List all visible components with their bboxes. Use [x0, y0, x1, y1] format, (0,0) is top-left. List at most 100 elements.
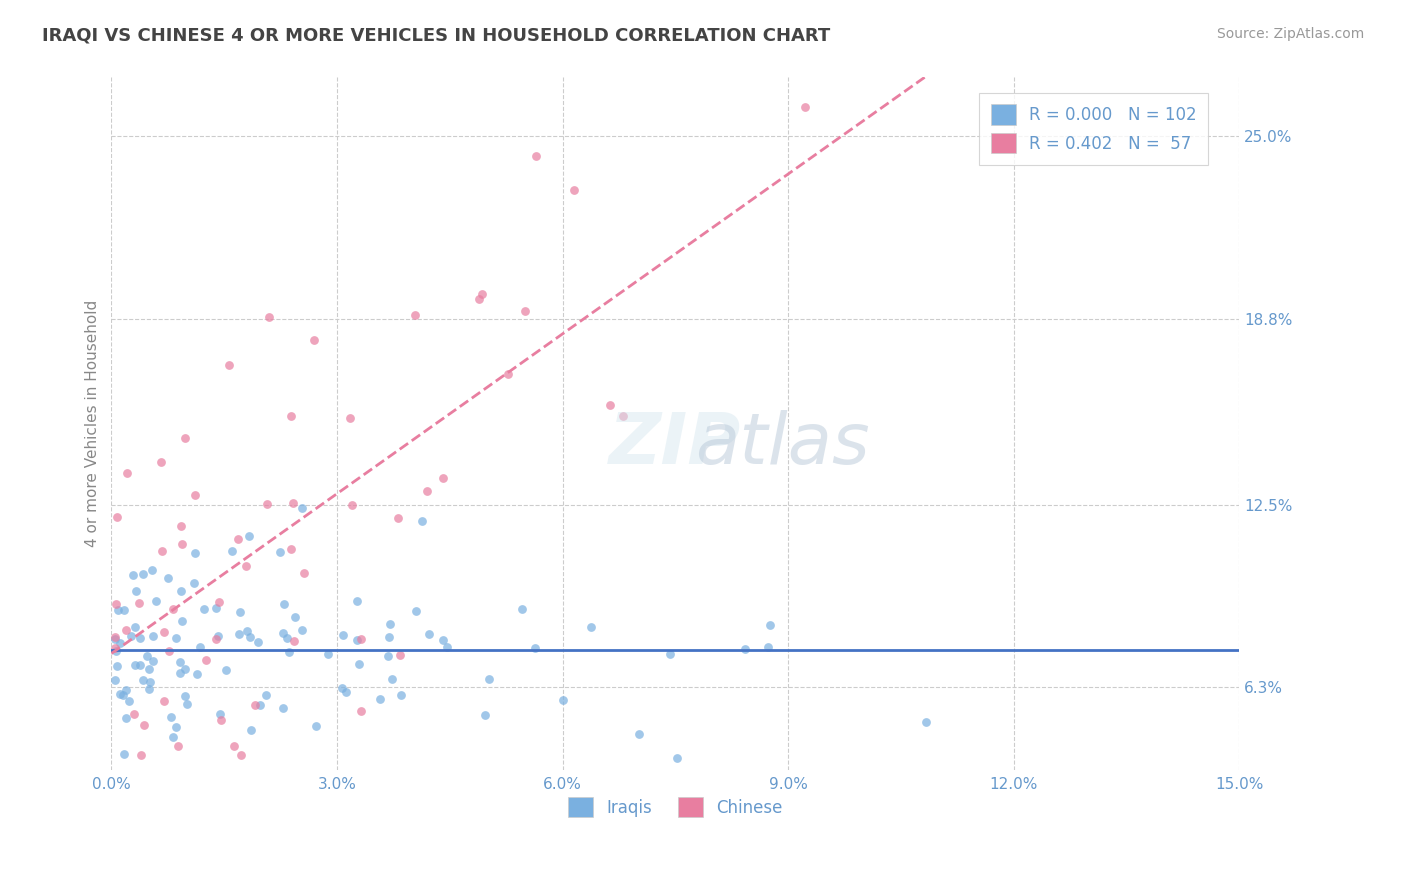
Point — [122, 707, 145, 722]
Y-axis label: 4 or more Vehicles in Household: 4 or more Vehicles in Household — [86, 300, 100, 548]
Point — [160, 710, 183, 724]
Point — [170, 614, 193, 628]
Point — [174, 689, 197, 703]
Text: ZIP: ZIP — [609, 410, 741, 479]
Point — [132, 718, 155, 732]
Point — [666, 750, 689, 764]
Point — [734, 641, 756, 656]
Point — [107, 603, 129, 617]
Point — [228, 532, 250, 546]
Point — [153, 694, 176, 708]
Point — [104, 673, 127, 688]
Point — [162, 731, 184, 745]
Point — [418, 626, 440, 640]
Point — [405, 604, 427, 618]
Point — [165, 720, 187, 734]
Point — [110, 636, 132, 650]
Point — [128, 657, 150, 672]
Point — [142, 654, 165, 668]
Point — [169, 656, 191, 670]
Point — [579, 620, 602, 634]
Point — [389, 688, 412, 702]
Point — [139, 675, 162, 690]
Point — [141, 563, 163, 577]
Point — [240, 723, 263, 737]
Point — [142, 629, 165, 643]
Point — [231, 748, 253, 763]
Point — [436, 640, 458, 654]
Point — [125, 584, 148, 599]
Point — [208, 595, 231, 609]
Point — [793, 100, 815, 114]
Point — [107, 659, 129, 673]
Point — [276, 632, 298, 646]
Point — [132, 566, 155, 581]
Point — [152, 625, 174, 640]
Point — [283, 496, 305, 510]
Point — [129, 632, 152, 646]
Point — [432, 633, 454, 648]
Point — [205, 632, 228, 646]
Point — [104, 641, 127, 656]
Point — [256, 497, 278, 511]
Point — [138, 663, 160, 677]
Point — [115, 466, 138, 480]
Point — [387, 511, 409, 525]
Point — [368, 692, 391, 706]
Point — [316, 647, 339, 661]
Point — [105, 509, 128, 524]
Point — [330, 681, 353, 696]
Point — [209, 707, 232, 722]
Point — [129, 748, 152, 763]
Point — [157, 644, 180, 658]
Point — [170, 518, 193, 533]
Point — [756, 640, 779, 654]
Point — [115, 711, 138, 725]
Point — [280, 409, 302, 424]
Point — [284, 610, 307, 624]
Point — [377, 649, 399, 664]
Point — [112, 747, 135, 761]
Point — [112, 603, 135, 617]
Point — [659, 647, 682, 661]
Point — [468, 293, 491, 307]
Point — [218, 358, 240, 372]
Point — [759, 618, 782, 632]
Point — [471, 286, 494, 301]
Point — [193, 602, 215, 616]
Point — [104, 632, 127, 646]
Point — [238, 529, 260, 543]
Text: atlas: atlas — [695, 410, 870, 479]
Point — [170, 583, 193, 598]
Point — [599, 398, 621, 412]
Point — [254, 689, 277, 703]
Point — [138, 682, 160, 697]
Point — [165, 632, 187, 646]
Point — [122, 568, 145, 582]
Point — [124, 620, 146, 634]
Point — [184, 487, 207, 501]
Point — [215, 663, 238, 677]
Point — [280, 541, 302, 556]
Point — [105, 597, 128, 611]
Point — [183, 575, 205, 590]
Point — [339, 410, 361, 425]
Point — [346, 594, 368, 608]
Point — [346, 632, 368, 647]
Point — [378, 617, 401, 632]
Point — [612, 409, 634, 424]
Point — [388, 648, 411, 662]
Point — [105, 644, 128, 658]
Point — [259, 310, 281, 325]
Point — [169, 665, 191, 680]
Point — [221, 544, 243, 558]
Point — [184, 546, 207, 560]
Point — [120, 629, 142, 643]
Point — [207, 629, 229, 643]
Point — [239, 631, 262, 645]
Point — [209, 713, 232, 727]
Point — [332, 628, 354, 642]
Point — [162, 602, 184, 616]
Point — [335, 685, 357, 699]
Point — [135, 648, 157, 663]
